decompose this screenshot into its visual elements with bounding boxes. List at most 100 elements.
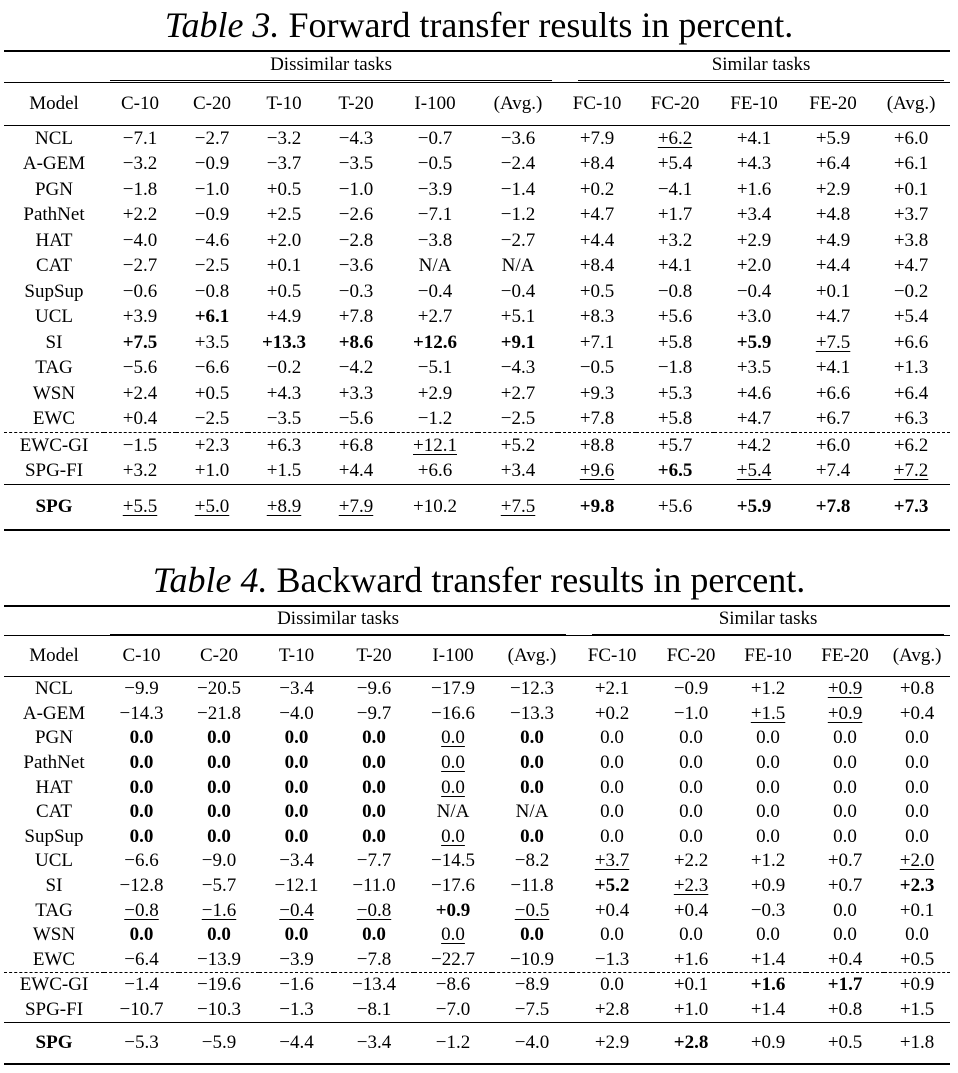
- value-cell: 0.0: [884, 923, 950, 948]
- cell-value: −5.3: [124, 1032, 159, 1054]
- cell-value: +0.9: [827, 702, 863, 724]
- cell-value: +6.0: [893, 127, 929, 149]
- cell-value: −7.5: [514, 999, 550, 1021]
- cell-value: 0.0: [679, 727, 703, 749]
- table-row: EWC-GI −1.4 −19.6 −1.6 −13.4 −8.6 −8.9 0.0 +0.1 +…: [4, 972, 951, 998]
- model-name-cell: CAT: [36, 801, 72, 823]
- value-cell: 0.0: [492, 751, 572, 776]
- value-cell: −14.5: [414, 849, 492, 874]
- cell-value: −21.8: [197, 702, 241, 724]
- cell-value: −1.2: [435, 1032, 471, 1054]
- value-cell: 0.0: [652, 751, 730, 776]
- cell-value: +4.7: [579, 204, 615, 226]
- value-cell: +0.7: [806, 874, 884, 899]
- table-row: TAG −5.6 −6.6 −0.2 −4.2 −5.1 −4.3 −0.5 −1.8 +3.5 +…: [4, 356, 950, 382]
- value-cell: −3.4: [259, 849, 334, 874]
- value-cell: 0.0: [104, 923, 179, 948]
- value-cell: +4.2: [714, 432, 795, 459]
- cell-value: +2.2: [673, 850, 709, 872]
- cell-value: +4.2: [736, 434, 772, 456]
- cell-value: 0.0: [756, 727, 780, 749]
- value-cell: −4.0: [492, 1022, 573, 1066]
- cell-value: +4.4: [579, 229, 615, 251]
- value-cell: 0.0: [806, 775, 884, 800]
- value-cell: N/A: [492, 800, 572, 825]
- column-header: (Avg.): [478, 82, 559, 126]
- cell-value: +2.1: [594, 678, 630, 700]
- model-name-cell: A-GEM: [22, 153, 86, 175]
- cell-value: +0.5: [827, 1032, 863, 1054]
- value-cell: −10.3: [179, 998, 259, 1023]
- cell-value: N/A: [436, 801, 470, 823]
- value-cell: +0.8: [884, 675, 951, 702]
- value-cell: −0.7: [392, 125, 478, 152]
- cell-value: +9.8: [579, 496, 615, 517]
- value-cell: 0.0: [806, 751, 884, 776]
- cell-value: +0.8: [899, 678, 935, 700]
- value-cell: 0.0: [104, 775, 179, 800]
- cell-value: −3.7: [266, 153, 302, 175]
- value-cell: +6.4: [872, 381, 950, 407]
- cell-value: +6.7: [815, 408, 851, 430]
- model-name-cell: TAG: [35, 899, 73, 921]
- cell-value: +2.9: [417, 382, 453, 404]
- value-cell: +4.7: [558, 203, 636, 229]
- cell-value: +13.3: [261, 331, 307, 353]
- cell-value: 0.0: [600, 974, 624, 996]
- value-cell: +4.1: [794, 356, 872, 382]
- model-name-cell: PathNet: [23, 752, 85, 774]
- value-cell: +9.8: [558, 484, 637, 531]
- value-cell: −1.0: [176, 177, 248, 203]
- cell-value: −17.9: [431, 678, 475, 700]
- cell-value: 0.0: [679, 801, 703, 823]
- cell-value: +6.0: [815, 434, 851, 456]
- value-cell: 0.0: [730, 726, 806, 751]
- group-header-similar: Similar tasks: [592, 608, 945, 635]
- cell-value: −9.7: [356, 702, 392, 724]
- value-cell: +5.4: [636, 152, 714, 178]
- cell-value: 0.0: [207, 752, 231, 774]
- column-header: FE-20: [794, 82, 873, 126]
- cell-value: −9.9: [124, 678, 159, 700]
- cell-value: −22.7: [431, 948, 475, 970]
- cell-value: +3.2: [657, 229, 693, 251]
- cell-value: +0.4: [122, 408, 158, 430]
- cell-value: 0.0: [833, 899, 857, 921]
- cell-value: 0.0: [284, 727, 309, 749]
- cell-value: +6.8: [338, 434, 374, 456]
- value-cell: +2.0: [248, 228, 320, 254]
- cell-value: 0.0: [679, 752, 703, 774]
- value-cell: N/A: [392, 254, 478, 280]
- value-cell: +4.1: [636, 254, 714, 280]
- model-name-cell: TAG: [35, 357, 73, 379]
- cell-value: 0.0: [679, 825, 703, 847]
- cell-value: +8.4: [579, 255, 615, 277]
- value-cell: −0.3: [730, 898, 806, 923]
- value-cell: 0.0: [572, 972, 653, 998]
- value-cell: +2.1: [572, 675, 653, 702]
- value-cell: +3.2: [104, 459, 176, 485]
- value-cell: 0.0: [179, 923, 259, 948]
- value-cell: −1.4: [104, 972, 179, 998]
- cell-value: +4.7: [893, 255, 929, 277]
- cell-value: −9.6: [356, 678, 392, 700]
- value-cell: 0.0: [806, 726, 884, 751]
- value-cell: −13.3: [492, 702, 572, 727]
- cell-value: −1.5: [122, 434, 158, 456]
- value-cell: 0.0: [179, 775, 259, 800]
- model-name-cell: NCL: [4, 125, 104, 152]
- cell-value: 0.0: [441, 752, 465, 774]
- cell-value: +6.6: [893, 331, 929, 353]
- model-name-cell: SPG: [4, 1022, 104, 1066]
- value-cell: −1.3: [572, 948, 652, 973]
- value-cell: −4.4: [259, 1022, 334, 1066]
- value-cell: +2.3: [884, 874, 950, 899]
- value-cell: +5.4: [872, 305, 950, 331]
- cell-value: −0.5: [417, 153, 453, 175]
- value-cell: +6.0: [872, 125, 951, 152]
- table-row: CAT 0.0 0.0 0.0 0.0 N/A N/A 0.0 0.0 0.0 0.0 0.0: [4, 800, 950, 825]
- cell-value: −1.6: [201, 899, 237, 921]
- table-row: PathNet 0.0 0.0 0.0 0.0 0.0 0.0 0.0 0.0 0.0 0.0 0.0: [4, 751, 950, 776]
- table-row: A-GEM −14.3 −21.8 −4.0 −9.7 −16.6 −13.3 +0.2 −1.…: [4, 702, 950, 727]
- cell-value: +2.9: [815, 178, 851, 200]
